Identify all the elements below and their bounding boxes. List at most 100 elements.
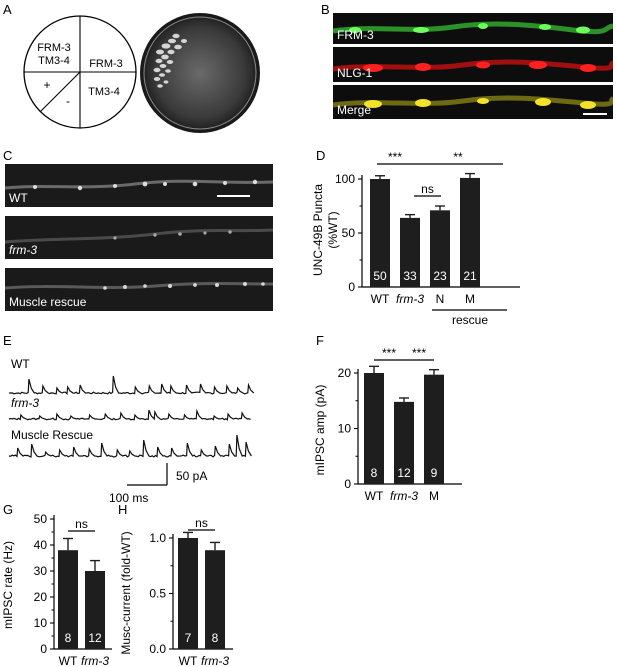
y-tick-label: 0 — [348, 280, 355, 294]
y-tick-label: 0.0 — [149, 642, 166, 656]
micrograph-muscle-rescue: Muscle rescue — [5, 268, 273, 311]
mipsc-traces: WT frm-3 Muscle Rescue 50 pA 100 ms — [8, 357, 255, 505]
n-label: 8 — [65, 631, 72, 645]
micrograph-label-nlg1: NLG-1 — [337, 66, 373, 80]
yeast-plate-diagram: FRM-3 TM3-4 FRM-3 TM3-4 + - — [23, 15, 137, 129]
significance-label: ns — [75, 517, 88, 531]
micrograph-wt: WT — [5, 164, 273, 207]
significance-label: ns — [421, 182, 434, 196]
rescue-label: rescue — [452, 313, 488, 327]
x-tick-label: frm-3 — [396, 292, 424, 306]
bar-M — [424, 374, 444, 484]
trace-line — [8, 434, 252, 458]
panel-label-b: B — [321, 2, 330, 17]
scale-bar-e: 50 pA 100 ms — [109, 463, 207, 505]
panel-label-h: H — [118, 502, 128, 517]
trace-wt — [9, 375, 255, 395]
y-tick-label: 20 — [34, 590, 48, 604]
micrograph-label-muscle-rescue: Muscle rescue — [9, 295, 87, 309]
sector-label-frm3-tm34-1: FRM-3 — [37, 42, 71, 54]
significance-label: *** — [382, 346, 396, 360]
bar-WT — [58, 550, 78, 649]
y-axis-label: mIPSC amp (pA) — [313, 385, 327, 476]
sector-label-minus: - — [66, 94, 70, 108]
y-axis-label: UNC-49B Puncta — [311, 184, 325, 276]
n-label: 7 — [185, 631, 192, 645]
trace-label-frm3: frm-3 — [11, 396, 39, 410]
panel-a-figure: FRM-3 TM3-4 FRM-3 TM3-4 + - — [23, 13, 260, 133]
bar-WT — [364, 373, 384, 484]
y-tick-label: 10 — [34, 616, 48, 630]
y-tick-label: 30 — [34, 564, 48, 578]
trace-line — [9, 375, 255, 395]
panel-label-g: G — [3, 502, 14, 517]
trace-label-muscle-rescue: Muscle Rescue — [11, 428, 93, 442]
n-label: 8 — [212, 631, 219, 645]
chart-mipsc-rate: 0 10 20 30 40 50 mIPSC rate (Hz) 8 WT 12 frm-3 ns — [1, 512, 112, 667]
x-tick-label: WT — [371, 292, 390, 306]
bar-frm-3 — [400, 217, 420, 287]
bar-frm-3 — [85, 571, 105, 649]
sector-label-frm3: FRM-3 — [89, 58, 123, 70]
n-label: 33 — [403, 269, 417, 283]
trace-line — [8, 408, 251, 421]
micrograph-frm3: FRM-3 — [333, 13, 613, 44]
y-tick-label: 0.5 — [149, 587, 166, 601]
trace-label-wt: WT — [11, 357, 30, 371]
bar-frm-3 — [205, 550, 225, 649]
significance-label: ** — [453, 150, 463, 164]
micrograph-label-merge: Merge — [337, 103, 372, 117]
x-tick-label: WT — [179, 654, 198, 667]
bar-N — [430, 210, 450, 287]
x-tick-label: WT — [59, 654, 78, 667]
x-tick-label-2: resc. — [421, 502, 447, 505]
y-tick-label: 50 — [34, 512, 48, 526]
bar-WT — [370, 179, 390, 287]
x-tick-label: frm-3 — [201, 654, 229, 667]
sector-label-plus: + — [43, 78, 50, 92]
y-axis-label: (%WT) — [326, 211, 340, 248]
significance-label: *** — [412, 346, 426, 360]
y-tick-label: 1.0 — [149, 531, 166, 545]
n-label: 21 — [463, 269, 477, 283]
y-tick-label: 10 — [338, 422, 352, 436]
micrograph-merge: Merge — [333, 85, 613, 119]
panel-label-c: C — [3, 148, 13, 163]
sector-label-tm34: TM3-4 — [88, 86, 120, 98]
y-tick-label: 40 — [34, 538, 48, 552]
y-tick-label: 50 — [342, 226, 356, 240]
panel-label-f: F — [316, 333, 324, 348]
x-tick-label: frm-3 — [390, 489, 418, 503]
bar-M — [460, 177, 480, 287]
bar-WT — [178, 538, 198, 649]
panel-label-e: E — [3, 333, 12, 348]
micrograph-label-frm3-mutant: frm-3 — [9, 243, 37, 257]
chart-musc-current: 0.0 0.5 1.0 Musc-current (fold-WT) 7 WT 8 frm-3… — [119, 516, 233, 667]
chart-mipsc-amp: 0 10 20 mIPSC amp (pA) 8 WT 12 frm-3 9 Mresc. *** *… — [313, 346, 462, 505]
x-tick-label: WT — [365, 489, 384, 503]
sector-label-frm3-tm34-2: TM3-4 — [38, 55, 70, 67]
x-tick-label: M — [465, 292, 475, 306]
scale-x-label: 100 ms — [109, 491, 148, 505]
micrograph-nlg1: NLG-1 — [333, 47, 613, 82]
x-tick-label: M — [429, 489, 439, 503]
x-tick-label: frm-3 — [81, 654, 109, 667]
y-tick-label: 0 — [40, 642, 47, 656]
n-label: 23 — [433, 269, 447, 283]
panel-label-d: D — [316, 148, 326, 163]
y-axis-label: Musc-current (fold-WT) — [119, 531, 133, 654]
micrograph-frm3-mutant: frm-3 — [5, 216, 273, 259]
y-tick-label: 20 — [338, 366, 352, 380]
n-label: 50 — [373, 269, 387, 283]
n-label: 8 — [371, 466, 378, 480]
n-label: 12 — [397, 466, 411, 480]
panel-label-a: A — [3, 2, 12, 17]
trace-frm3 — [8, 408, 251, 421]
significance-label: ns — [195, 516, 208, 530]
micrograph-label-frm3: FRM-3 — [337, 28, 374, 42]
x-tick-label: N — [436, 292, 445, 306]
bar-frm-3 — [394, 401, 414, 484]
y-tick-label: 0 — [344, 477, 351, 491]
yeast-plate-photo — [140, 13, 260, 133]
n-label: 12 — [88, 631, 102, 645]
